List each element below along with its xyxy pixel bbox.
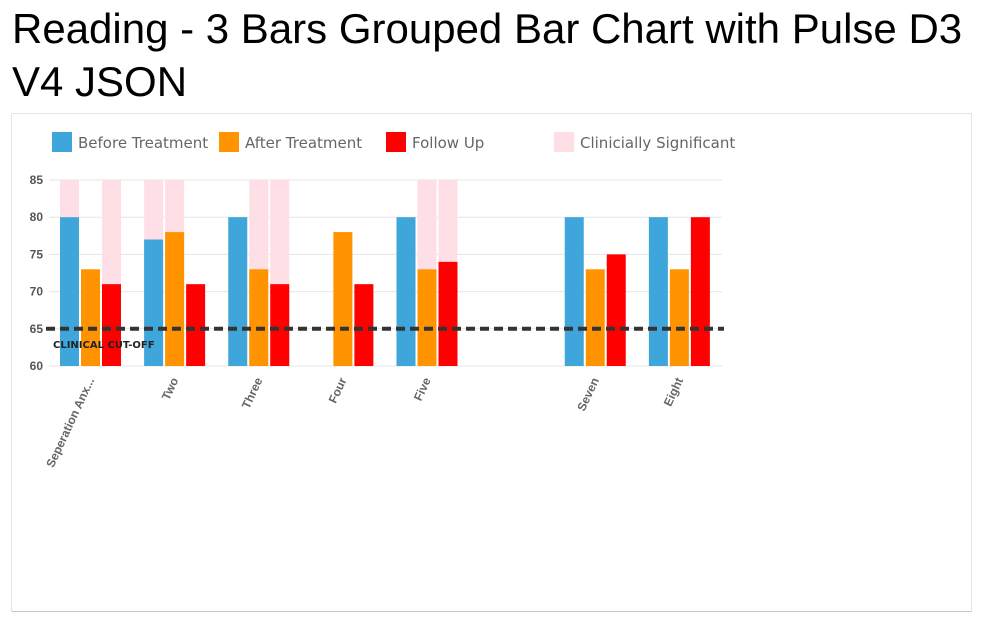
legend-swatch-follow-up: [386, 132, 406, 152]
x-tick-label-three: Three: [239, 375, 266, 411]
bar-eight-before-treatment: [648, 217, 668, 366]
clinical-cutoff-label: CLINICAL CUT-OFF: [53, 340, 155, 351]
legend-swatch-clinicially-significant: [554, 132, 574, 152]
bar-seperation-anx-follow-up: [102, 284, 121, 366]
legend-label-follow-up: Follow Up: [412, 134, 484, 152]
legend-swatch-before-treatment: [52, 132, 72, 152]
x-axis: Seperation Anx... Two Three Four Five Seven Ei…: [43, 375, 686, 470]
bar-four-follow-up: [354, 284, 374, 366]
bar-five-before-treatment: [396, 217, 416, 366]
x-tick-label-two: Two: [159, 375, 181, 402]
bar-three-follow-up: [270, 284, 290, 366]
bar-four-after-treatment: [333, 232, 353, 366]
y-tick-label-60: 60: [30, 359, 44, 373]
x-tick-label-four: Four: [326, 375, 350, 405]
y-tick-label-80: 80: [30, 210, 44, 224]
bar-seven-before-treatment: [564, 217, 584, 366]
legend-label-clinicially-significant: Clinicially Significant: [580, 134, 735, 152]
bar-eight-follow-up: [690, 217, 710, 366]
legend-label-before-treatment: Before Treatment: [78, 134, 208, 152]
bar-five-after-treatment: [417, 269, 437, 366]
chart-legend: Before Treatment After Treatment Follow Up…: [52, 132, 735, 152]
x-tick-label-five: Five: [411, 375, 434, 403]
y-axis: 60 65 70 75 80 85: [30, 173, 44, 373]
grouped-bar-chart: Before Treatment After Treatment Follow Up…: [30, 132, 735, 470]
y-tick-label-70: 70: [30, 285, 44, 299]
chart-panel: Before Treatment After Treatment Follow Up…: [11, 113, 972, 612]
x-tick-label-seven: Seven: [574, 375, 602, 413]
bar-two-before-treatment: [144, 239, 164, 366]
y-tick-label-65: 65: [30, 322, 44, 336]
bar-five-follow-up: [438, 261, 458, 366]
x-tick-label-seperation-anx: Seperation Anx...: [43, 375, 97, 469]
legend-label-after-treatment: After Treatment: [245, 134, 362, 152]
bar-seven-follow-up: [606, 254, 626, 366]
x-tick-label-eight: Eight: [661, 375, 686, 408]
bar-three-before-treatment: [228, 217, 248, 366]
bar-three-after-treatment: [249, 269, 269, 366]
bar-two-follow-up: [186, 284, 206, 366]
bar-seven-after-treatment: [585, 269, 605, 366]
page-title: Reading - 3 Bars Grouped Bar Chart with …: [12, 5, 963, 105]
y-tick-label-75: 75: [30, 247, 44, 261]
bars: [60, 180, 710, 366]
legend-swatch-after-treatment: [219, 132, 239, 152]
bar-eight-after-treatment: [669, 269, 689, 366]
bar-two-after-treatment: [165, 232, 185, 366]
bar-seperation-anx-after-treatment: [81, 269, 100, 366]
y-tick-label-85: 85: [30, 173, 44, 187]
